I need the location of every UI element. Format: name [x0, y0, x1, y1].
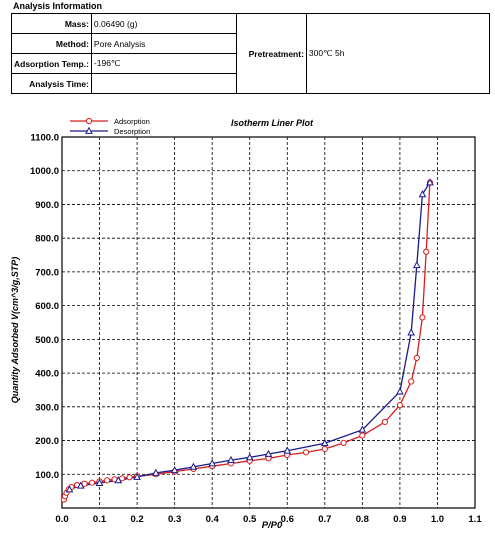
- y-tick-label: 100.0: [35, 470, 59, 481]
- mass-value: 0.06490 (g): [90, 13, 237, 34]
- y-axis-label: Quantity Adsorbed V(cm^3/g,STP): [10, 257, 20, 403]
- y-tick-label: 900.0: [35, 200, 59, 211]
- isotherm-chart: 0.0 0.1 0.2 0.3 0.4 0.5 0.6 0.7 0.8 0.9 1.0 1.1 100.…: [10, 117, 482, 531]
- adsorption-temp-label: Adsorption Temp.:: [11, 53, 92, 74]
- x-tick-label: 0.9: [393, 514, 406, 525]
- section-title: Analysis Information: [13, 1, 103, 11]
- desorption-point: [152, 468, 160, 476]
- desorption-point: [133, 472, 141, 480]
- desorption-point: [426, 178, 434, 186]
- y-tick-label: 1000.0: [30, 166, 59, 177]
- desorption-point: [76, 481, 85, 489]
- legend-label: Adsorption: [114, 117, 150, 126]
- desorption-point: [245, 453, 254, 461]
- x-tick-label: 1.0: [431, 514, 444, 525]
- adsorption-point: [321, 445, 328, 453]
- method-label: Method:: [11, 33, 92, 54]
- legend-triangle-marker: [85, 126, 93, 134]
- adsorption-point: [302, 449, 310, 456]
- adsorption-point: [396, 402, 404, 409]
- y-tick-label: 500.0: [35, 335, 59, 346]
- axis-ticks: 0.0 0.1 0.2 0.3 0.4 0.5 0.6 0.7 0.8 0.9 1.0 1.1 100.…: [30, 133, 482, 526]
- desorption-point: [320, 438, 329, 447]
- mass-label: Mass:: [11, 13, 92, 34]
- adsorption-point: [126, 474, 133, 481]
- adsorption-point: [413, 354, 420, 362]
- y-tick-label: 400.0: [35, 369, 59, 380]
- pretreatment-label: Pretreatment:: [235, 13, 307, 94]
- y-tick-label: 600.0: [35, 301, 59, 312]
- x-tick-label: 0.3: [168, 514, 181, 525]
- adsorption-point: [88, 479, 96, 486]
- desorption-point: [170, 465, 179, 474]
- desorption-point: [396, 387, 404, 395]
- desorption-point: [208, 459, 217, 467]
- x-tick-label: 1.1: [468, 514, 482, 525]
- plot-frame: [61, 136, 476, 509]
- adsorption-point: [419, 314, 426, 321]
- adsorption-point: [381, 418, 388, 426]
- grid-lines: [62, 137, 475, 508]
- legend-label: Desorption: [114, 127, 150, 136]
- x-tick-label: 0.4: [206, 514, 220, 525]
- pretreatment-value: 300℃ 5h: [305, 13, 491, 94]
- y-tick-label: 700.0: [35, 267, 59, 278]
- analysis-info-table: Mass: 0.06490 (g) Pretreatment: 300℃ 5h …: [11, 13, 491, 94]
- x-tick-label: 0.0: [55, 514, 68, 525]
- adsorption-line: [63, 182, 431, 500]
- desorption-point: [412, 260, 421, 269]
- x-axis-label: P/P0: [262, 520, 283, 531]
- desorption-point: [65, 485, 74, 493]
- analysis-time-value: [90, 73, 237, 94]
- x-tick-label: 0.1: [93, 514, 107, 525]
- adsorption-point: [340, 439, 347, 447]
- desorption-point: [227, 455, 235, 464]
- x-tick-label: 0.8: [356, 514, 369, 525]
- legend-circle-marker: [85, 117, 93, 125]
- chart-title: Isotherm Liner Plot: [231, 118, 314, 128]
- series-layer: [60, 178, 434, 503]
- adsorption-temp-value: -196℃: [90, 53, 237, 74]
- desorption-point: [95, 478, 104, 486]
- y-tick-label: 1100.0: [30, 133, 59, 144]
- y-tick-label: 200.0: [35, 436, 59, 447]
- y-tick-label: 800.0: [35, 234, 59, 245]
- desorption-point: [418, 190, 427, 198]
- desorption-point: [358, 425, 367, 433]
- adsorption-point: [103, 477, 111, 484]
- x-tick-label: 0.6: [281, 514, 294, 525]
- x-tick-label: 0.7: [318, 514, 331, 525]
- desorption-point: [283, 446, 292, 454]
- x-tick-label: 0.2: [130, 514, 143, 525]
- x-tick-label: 0.5: [243, 514, 257, 525]
- y-tick-label: 300.0: [35, 402, 59, 413]
- adsorption-point: [359, 432, 366, 439]
- adsorption-point: [423, 248, 430, 255]
- desorption-point: [264, 449, 273, 457]
- desorption-point: [407, 328, 416, 336]
- adsorption-point: [408, 378, 415, 385]
- analysis-time-label: Analysis Time:: [11, 73, 92, 94]
- method-value: Pore Analysis: [90, 33, 237, 54]
- desorption-point: [189, 462, 198, 470]
- desorption-point: [114, 476, 123, 484]
